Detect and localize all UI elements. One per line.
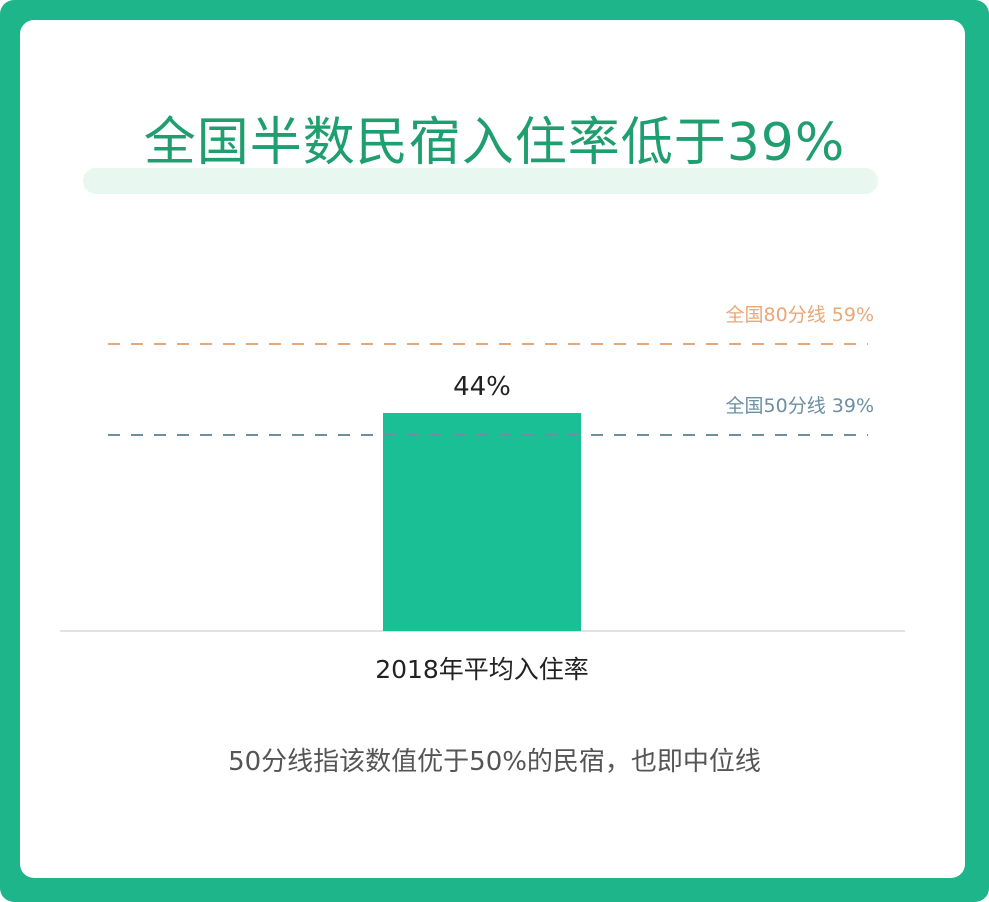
bar (383, 412, 581, 631)
reference-label-80: 全国80分线 59% (726, 304, 874, 326)
chart-title: 全国半数民宿入住率低于39% (143, 113, 846, 173)
title-highlight-band (83, 168, 878, 194)
footnote: 50分线指该数值优于50%的民宿，也即中位线 (228, 747, 761, 777)
category-label: 2018年平均入住率 (375, 655, 589, 684)
reference-label-50: 全国50分线 39% (726, 395, 874, 417)
bar-value-label: 44% (453, 372, 511, 402)
